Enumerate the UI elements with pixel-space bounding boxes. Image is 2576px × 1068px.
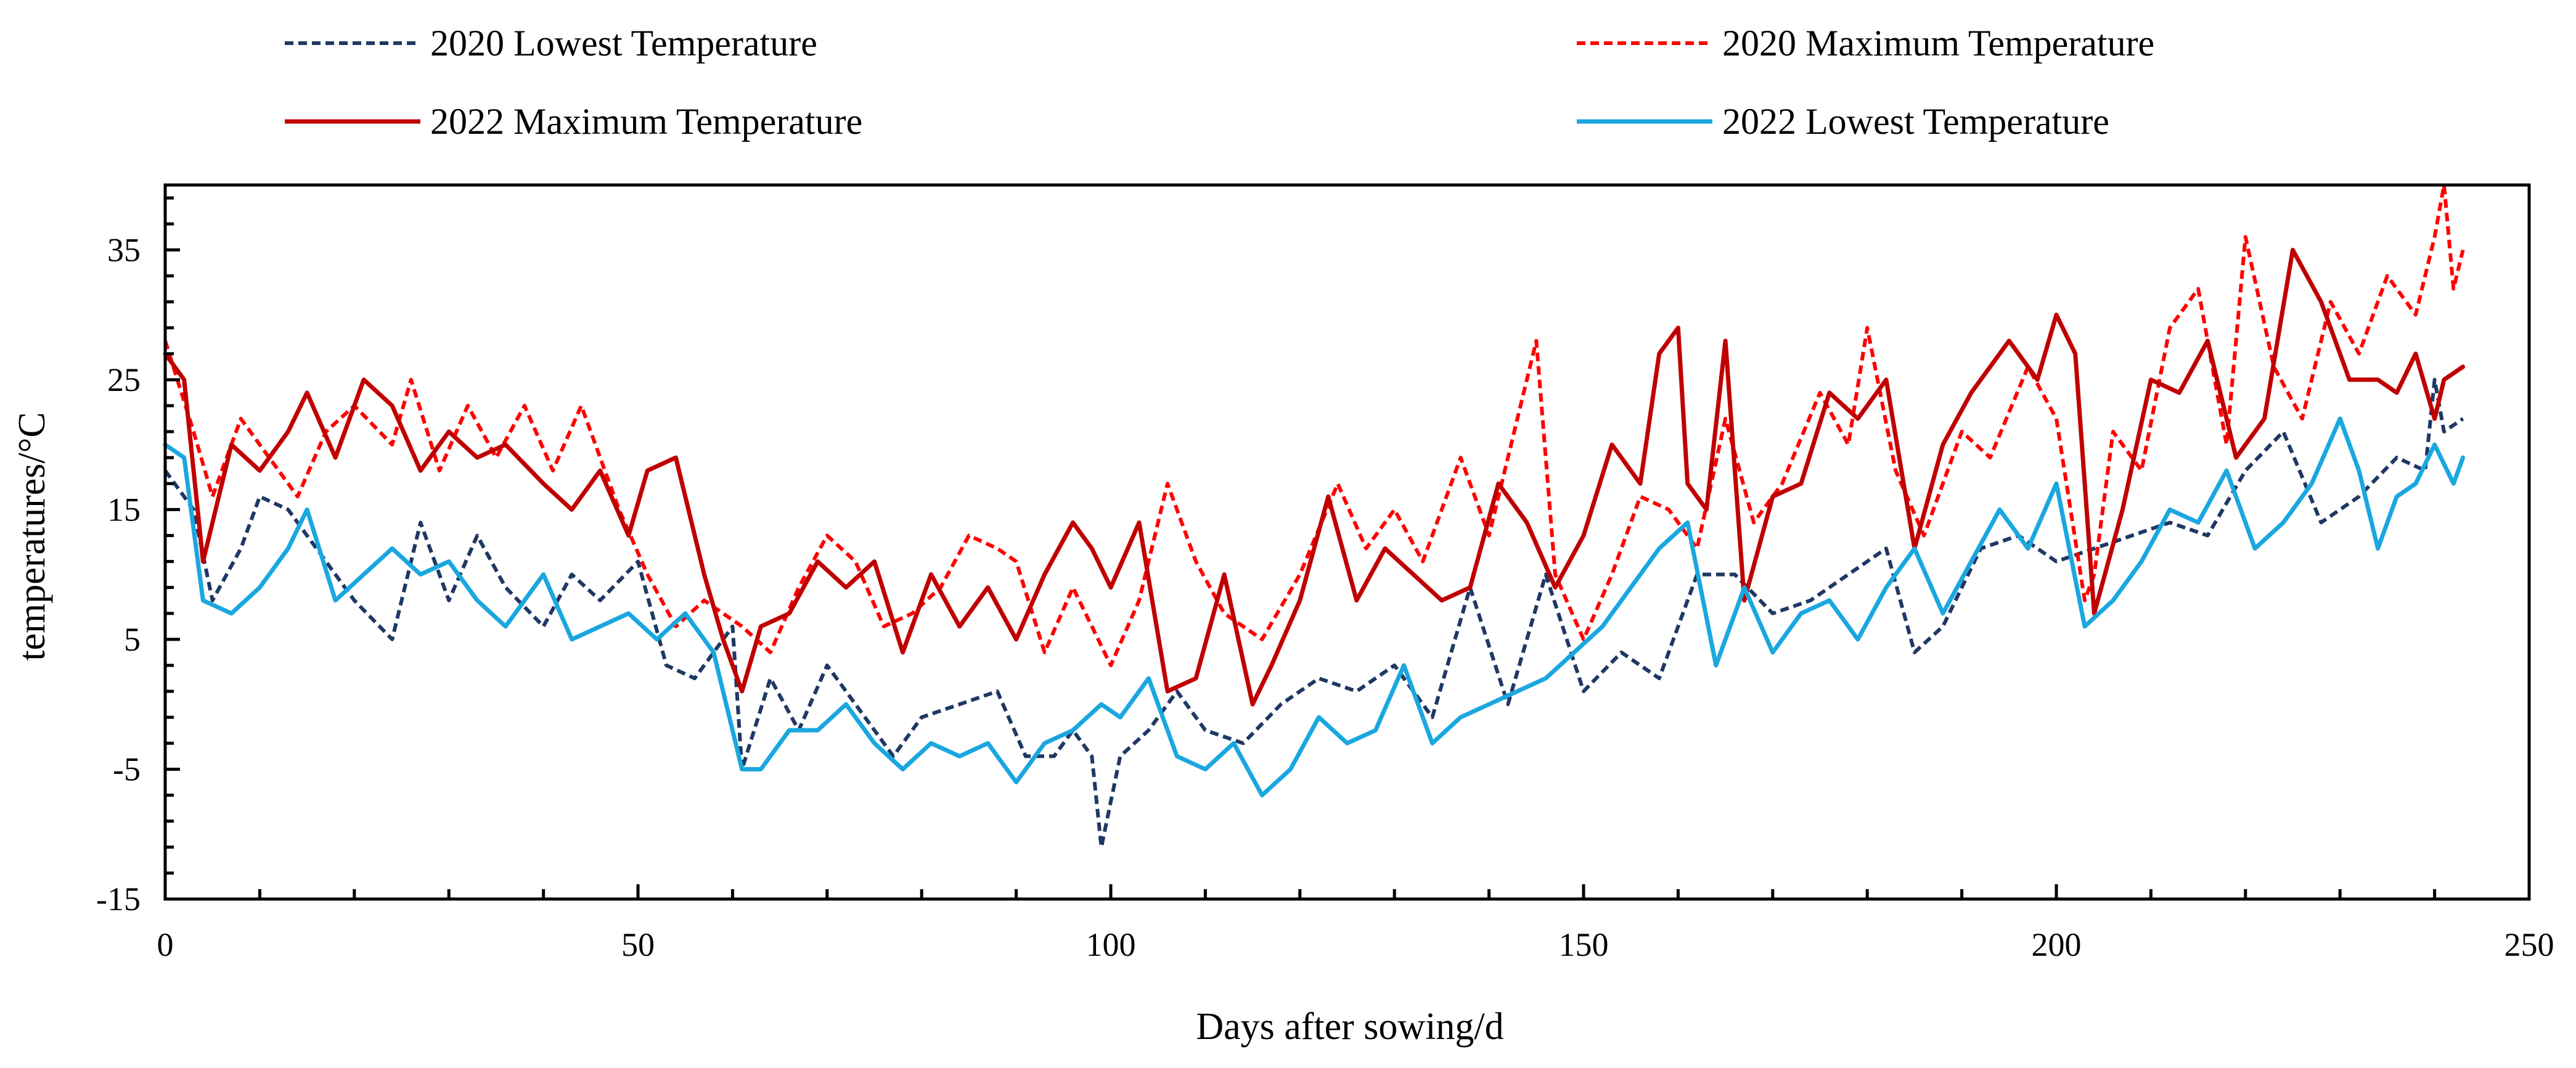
series-line-2020-maximum-temperature	[163, 183, 2465, 667]
y-tick-label: 5	[124, 621, 141, 658]
x-tick-label: 0	[157, 926, 174, 963]
x-tick-label: 100	[1086, 926, 1136, 963]
series-layer	[163, 183, 2466, 849]
y-tick-label: 25	[107, 361, 141, 398]
axes: -15 -5 5 15 25 35 0 50 100 150 200 250	[96, 183, 2554, 963]
x-axis-title: Days after sowing/d	[1196, 1006, 1503, 1048]
legend-label: 2020 Maximum Temperature	[1722, 23, 2154, 64]
legend-item: 2020 Lowest Temperature	[285, 23, 817, 64]
y-tick-label: -5	[113, 750, 141, 787]
y-axis-title: temperatures/°C	[11, 412, 53, 661]
x-tick-label: 250	[2504, 926, 2554, 963]
legend-item: 2020 Maximum Temperature	[1577, 23, 2154, 64]
legend-item: 2022 Lowest Temperature	[1577, 101, 2109, 142]
legend-label: 2020 Lowest Temperature	[430, 23, 817, 64]
legend-label: 2022 Maximum Temperature	[430, 101, 862, 142]
y-tick-label: 15	[107, 491, 141, 528]
x-tick-label: 200	[2032, 926, 2082, 963]
x-tick-label: 150	[1559, 926, 1609, 963]
y-tick-label: -15	[96, 881, 141, 918]
y-tick-label: 35	[107, 231, 141, 268]
series-line-2022-maximum-temperature	[163, 247, 2466, 707]
series-line-2022-lowest-temperature	[163, 416, 2466, 798]
legend-item: 2022 Maximum Temperature	[285, 101, 862, 142]
plot-frame	[163, 183, 2531, 901]
legend: 2020 Lowest Temperature 2020 Maximum Temp…	[285, 23, 2154, 142]
x-tick-label: 50	[621, 926, 655, 963]
legend-label: 2022 Lowest Temperature	[1722, 101, 2109, 142]
